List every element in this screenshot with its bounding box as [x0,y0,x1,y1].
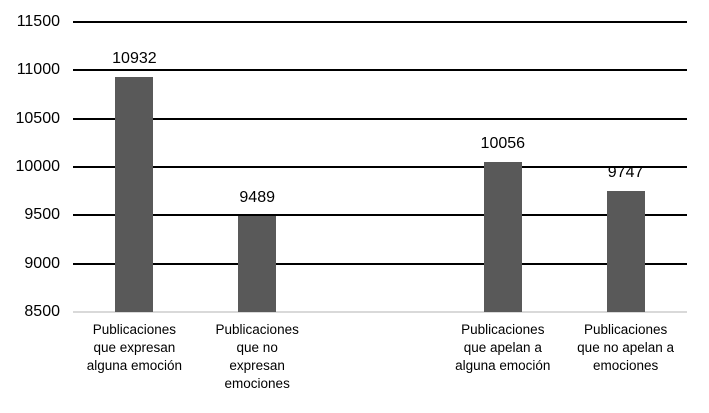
bar [115,76,154,312]
gridline [73,117,687,120]
gridline [73,166,687,168]
x-axis-category-label: Publicaciones que apelan a alguna emoció… [455,322,551,373]
x-axis-category-label: Publicaciones que expresan alguna emoció… [86,322,183,373]
bar-value-label: 10932 [112,49,157,67]
y-axis-tick-label: 9500 [24,206,60,224]
y-axis-tick-label: 10500 [15,109,61,127]
bar-value-label: 9747 [607,164,644,182]
x-axis-category-label: Publicaciones que no apelan a emociones [577,322,675,373]
gridline [73,21,687,23]
y-axis-tick-label: 10000 [15,158,61,175]
gridline [73,214,687,217]
gridline [73,69,687,72]
bar-value-label: 9489 [239,189,275,207]
bar [606,191,645,312]
y-axis-tick-label: 9000 [24,254,60,272]
y-axis-tick-label: 8500 [24,303,60,320]
y-axis-tick-label: 11000 [16,61,60,79]
x-axis-category-label: Publicaciones que no expresan emociones [215,322,299,391]
bar [483,161,522,312]
gridline [73,311,687,313]
gridline [73,262,687,265]
bar [238,216,277,312]
y-axis-tick-label: 11500 [16,13,60,30]
bar-value-label: 10056 [480,134,526,152]
